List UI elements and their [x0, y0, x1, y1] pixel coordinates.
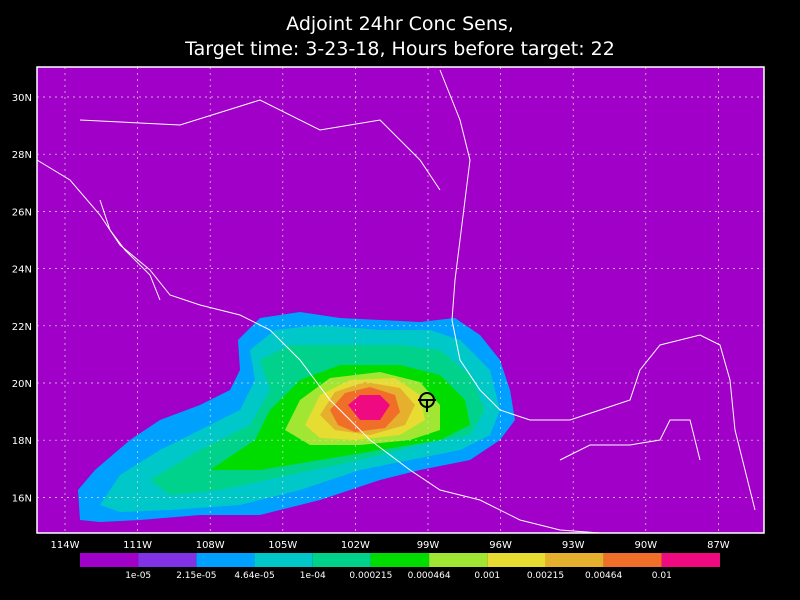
- lon-label: 96W: [489, 540, 512, 551]
- coastlines: [36, 69, 756, 534]
- coastline: [99, 199, 161, 301]
- lat-label: 30N: [12, 93, 32, 104]
- colorbar-label: 4.64e-05: [234, 571, 274, 581]
- axis-labels: 30N 28N 26N 24N 22N 20N 18N 16N 114W 111W 108W 105W…: [12, 93, 730, 551]
- grid: [37, 67, 764, 533]
- colorbar-swatch: [80, 553, 139, 567]
- lon-label: 105W: [268, 540, 297, 551]
- colorbar-swatch: [661, 553, 720, 567]
- target-marker: [418, 392, 436, 412]
- map-frame: [36, 66, 765, 534]
- sensitivity-field: [78, 312, 515, 522]
- coastline: [36, 159, 601, 534]
- lon-label: 87W: [707, 540, 730, 551]
- colorbar-swatch: [545, 553, 604, 567]
- lon-label: 111W: [123, 540, 152, 551]
- lat-label: 26N: [12, 207, 32, 218]
- colorbar-label: 1e-04: [300, 571, 326, 581]
- lon-label: 99W: [417, 540, 440, 551]
- lon-label: 108W: [196, 540, 225, 551]
- lat-label: 18N: [12, 436, 32, 447]
- lat-label: 20N: [12, 379, 32, 390]
- colorbar-label: 0.00464: [585, 571, 622, 581]
- map: [36, 66, 765, 534]
- colorbar-label: 0.000215: [349, 571, 392, 581]
- lat-label: 24N: [12, 265, 32, 276]
- colorbar-swatch: [254, 553, 313, 567]
- border: [79, 99, 441, 191]
- border: [559, 419, 701, 461]
- coastline: [439, 69, 756, 511]
- colorbar-label: 0.001: [474, 571, 500, 581]
- lon-label: 114W: [51, 540, 80, 551]
- colorbar-swatch: [487, 553, 546, 567]
- contour-region: [348, 395, 390, 420]
- colorbar-swatch: [312, 553, 371, 567]
- title-line: Target time: 3-23-18, Hours before targe…: [184, 38, 615, 60]
- colorbar-swatch: [196, 553, 255, 567]
- colorbar-label: 0.01: [652, 571, 672, 581]
- colorbar-swatch: [603, 553, 662, 567]
- lat-label: 22N: [12, 322, 32, 333]
- colorbar: 1e-05 2.15e-05 4.64e-05 1e-04 0.000215 0.0004…: [80, 553, 720, 581]
- title-line: Adjoint 24hr Conc Sens,: [286, 13, 514, 35]
- lon-label: 90W: [634, 540, 657, 551]
- colorbar-swatch: [429, 553, 488, 567]
- colorbar-label: 2.15e-05: [176, 571, 216, 581]
- lat-label: 28N: [12, 150, 32, 161]
- colorbar-label: 0.000464: [408, 571, 451, 581]
- colorbar-label: 1e-05: [125, 571, 151, 581]
- colorbar-swatch: [370, 553, 430, 567]
- lat-label: 16N: [12, 493, 32, 504]
- lon-label: 102W: [341, 540, 370, 551]
- colorbar-swatch: [138, 553, 197, 567]
- lon-label: 93W: [562, 540, 585, 551]
- colorbar-label: 0.00215: [527, 571, 564, 581]
